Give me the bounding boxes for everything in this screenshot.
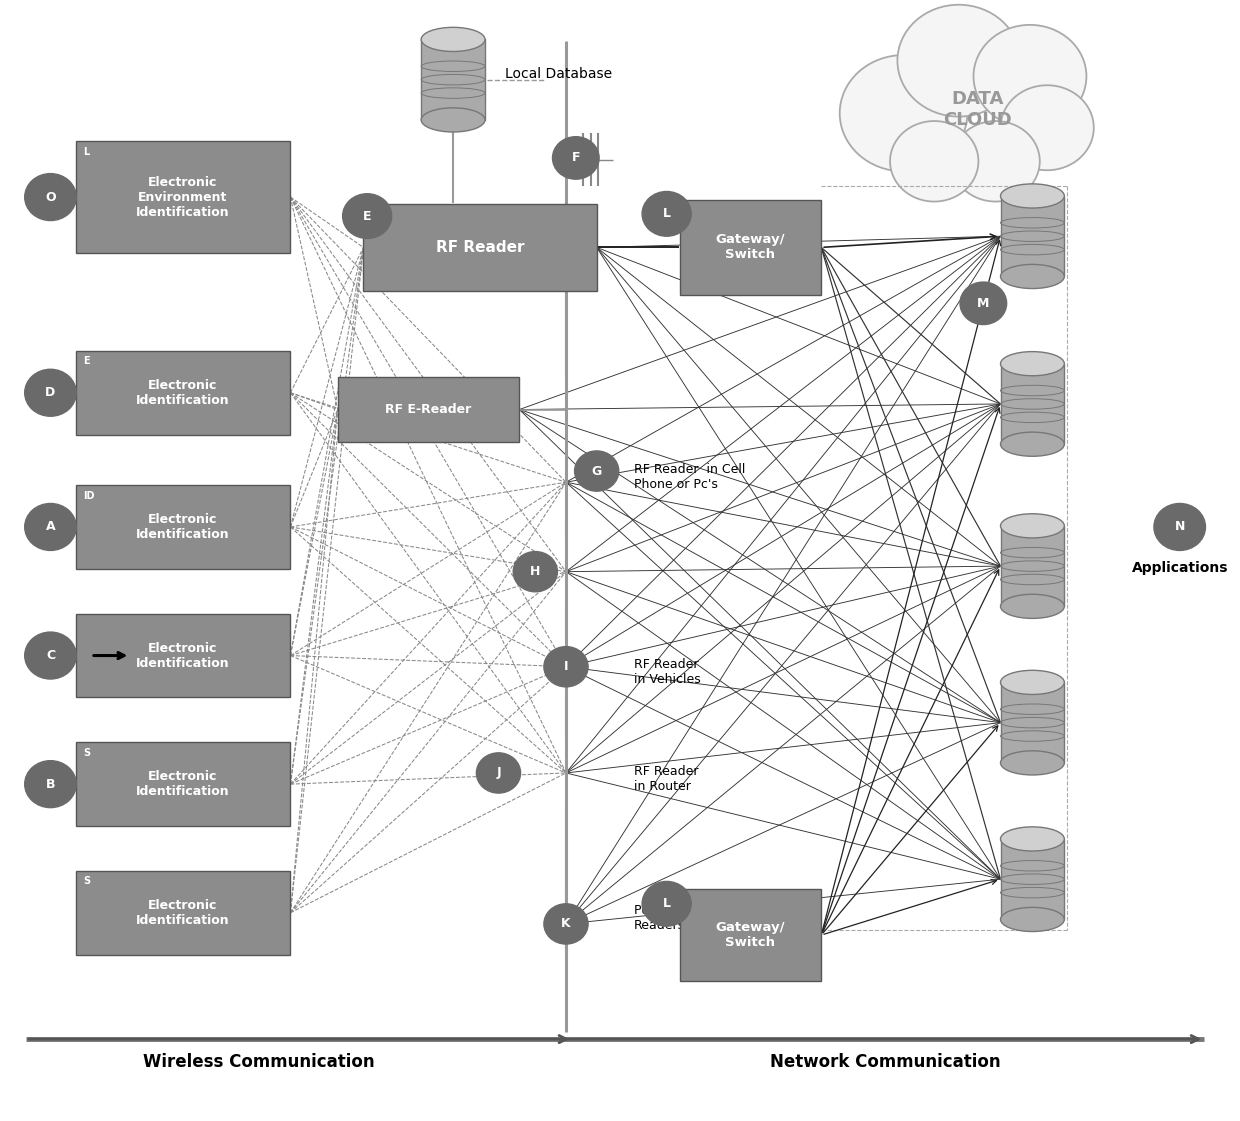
Text: Network Communication: Network Communication: [770, 1053, 1001, 1071]
Ellipse shape: [1001, 670, 1064, 695]
Ellipse shape: [1001, 184, 1064, 209]
Text: Gateway/
Switch: Gateway/ Switch: [715, 921, 785, 949]
Bar: [1001, 363, 1064, 444]
Ellipse shape: [1001, 513, 1064, 538]
Circle shape: [25, 369, 77, 416]
FancyBboxPatch shape: [76, 871, 290, 955]
Bar: [422, 39, 485, 120]
Circle shape: [973, 25, 1086, 128]
Text: Gateway/
Switch: Gateway/ Switch: [715, 233, 785, 261]
Text: Applications: Applications: [1131, 560, 1228, 574]
Circle shape: [890, 121, 978, 202]
Text: RF E-Reader: RF E-Reader: [386, 404, 471, 416]
Circle shape: [513, 552, 558, 592]
Text: K: K: [562, 917, 570, 930]
Text: E: E: [83, 356, 89, 367]
Circle shape: [951, 121, 1040, 202]
Text: H: H: [531, 565, 541, 578]
FancyBboxPatch shape: [76, 613, 290, 697]
Text: RF Reader  in Cell
Phone or Pc's: RF Reader in Cell Phone or Pc's: [634, 463, 745, 491]
Text: Wireless Communication: Wireless Communication: [144, 1053, 374, 1071]
Text: Public RF
Readers: Public RF Readers: [634, 905, 691, 933]
Circle shape: [642, 881, 691, 926]
Ellipse shape: [1001, 352, 1064, 376]
Ellipse shape: [1001, 907, 1064, 932]
Ellipse shape: [1001, 265, 1064, 288]
Circle shape: [642, 192, 691, 237]
FancyBboxPatch shape: [363, 204, 596, 291]
Bar: [1001, 683, 1064, 763]
Text: C: C: [46, 649, 55, 663]
Circle shape: [1001, 85, 1094, 170]
Circle shape: [1154, 503, 1205, 550]
Text: S: S: [83, 748, 91, 758]
Text: Electronic
Environment
Identification: Electronic Environment Identification: [136, 176, 229, 219]
Circle shape: [553, 137, 599, 179]
Text: B: B: [46, 778, 56, 790]
Text: E: E: [363, 210, 372, 223]
Text: L: L: [83, 147, 89, 157]
Text: RF Reader: RF Reader: [435, 240, 525, 254]
Circle shape: [25, 761, 77, 807]
FancyBboxPatch shape: [76, 141, 290, 253]
Bar: [1001, 526, 1064, 606]
Bar: [1001, 196, 1064, 277]
Text: N: N: [1174, 520, 1185, 534]
Text: D: D: [46, 387, 56, 399]
Text: L: L: [662, 207, 671, 221]
Circle shape: [574, 451, 619, 491]
FancyBboxPatch shape: [680, 889, 821, 981]
Circle shape: [25, 503, 77, 550]
Circle shape: [960, 282, 1007, 325]
Text: G: G: [591, 464, 601, 478]
Text: Electronic
Identification: Electronic Identification: [136, 770, 229, 798]
Ellipse shape: [1001, 594, 1064, 619]
Circle shape: [544, 904, 588, 944]
Text: Local Database: Local Database: [505, 67, 611, 81]
Text: I: I: [564, 660, 568, 674]
Text: S: S: [83, 877, 91, 887]
Text: F: F: [572, 151, 580, 165]
Text: Electronic
Identification: Electronic Identification: [136, 513, 229, 541]
FancyBboxPatch shape: [76, 742, 290, 826]
Text: O: O: [45, 191, 56, 204]
Text: RF Reader
in Vehicles: RF Reader in Vehicles: [634, 658, 701, 686]
FancyBboxPatch shape: [76, 351, 290, 435]
Text: M: M: [977, 297, 990, 309]
Ellipse shape: [422, 108, 485, 132]
Text: ID: ID: [83, 491, 94, 501]
Text: DATA
CLOUD: DATA CLOUD: [942, 91, 1012, 129]
Text: Electronic
Identification: Electronic Identification: [136, 379, 229, 407]
Circle shape: [25, 174, 77, 221]
Circle shape: [898, 4, 1021, 117]
Ellipse shape: [1001, 432, 1064, 456]
Bar: [1001, 839, 1064, 919]
Ellipse shape: [1001, 827, 1064, 851]
FancyBboxPatch shape: [76, 485, 290, 568]
Text: Electronic
Identification: Electronic Identification: [136, 899, 229, 927]
Circle shape: [25, 632, 77, 679]
FancyBboxPatch shape: [680, 200, 821, 295]
Text: L: L: [662, 897, 671, 910]
Ellipse shape: [422, 27, 485, 52]
Circle shape: [342, 194, 392, 239]
Text: A: A: [46, 520, 56, 534]
Circle shape: [476, 753, 521, 793]
Text: Electronic
Identification: Electronic Identification: [136, 641, 229, 669]
Text: J: J: [496, 767, 501, 779]
Ellipse shape: [1001, 751, 1064, 775]
Text: RF Reader
in Router: RF Reader in Router: [634, 765, 698, 793]
Circle shape: [544, 647, 588, 687]
Circle shape: [839, 55, 967, 172]
FancyBboxPatch shape: [337, 377, 520, 442]
